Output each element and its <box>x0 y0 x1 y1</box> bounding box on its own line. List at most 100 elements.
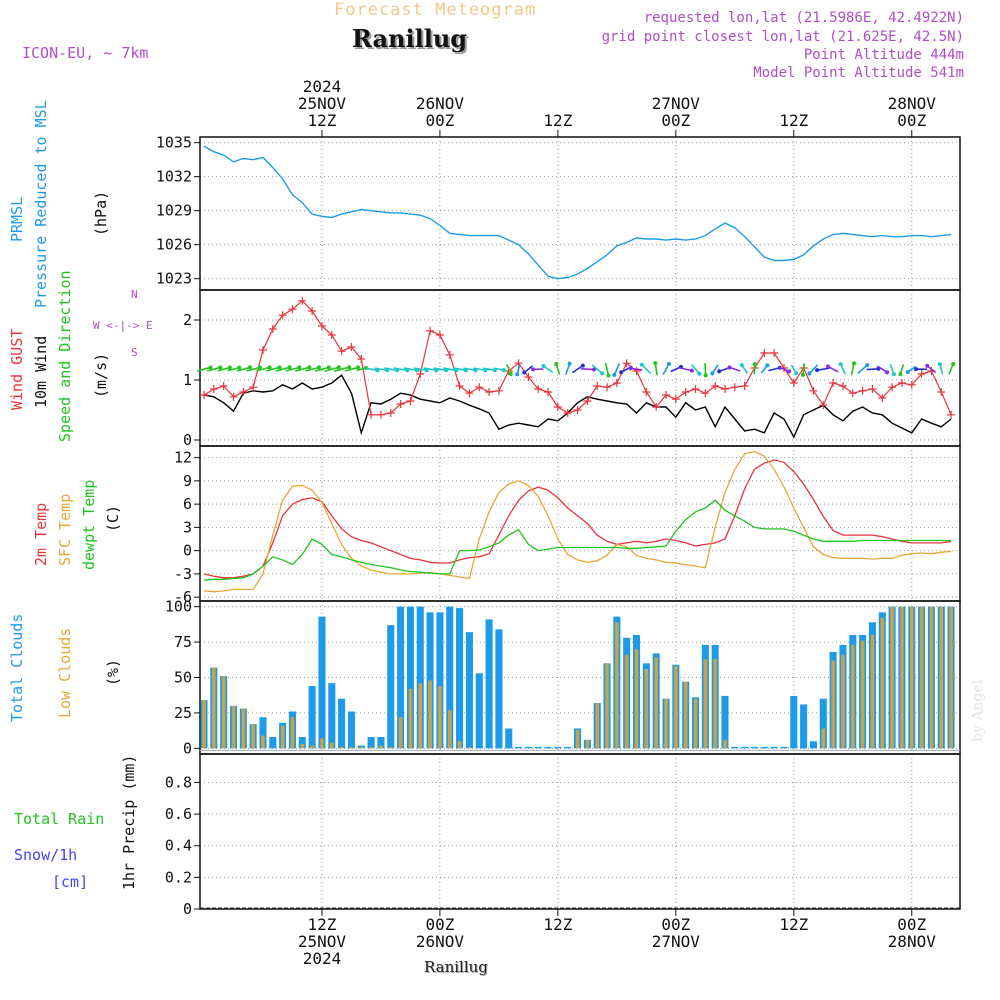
wind-direction-arrow <box>433 367 447 372</box>
gust-marker <box>583 397 592 405</box>
gust-marker <box>838 382 847 390</box>
gust-marker <box>209 385 218 393</box>
gust-marker <box>652 403 661 411</box>
low-cloud-bar <box>320 738 324 749</box>
temp-dewpt-line <box>203 499 952 581</box>
wind-direction-arrow <box>704 363 707 376</box>
wind-direction-arrow <box>374 367 388 372</box>
wind-speed-line <box>203 374 952 439</box>
wind-direction-arrow <box>591 364 603 375</box>
temp-sfc-line <box>203 450 952 593</box>
gust-marker <box>337 347 346 356</box>
low-cloud-bar <box>330 742 334 749</box>
low-cloud-bar <box>575 729 580 749</box>
wind-arrow-head <box>925 363 930 368</box>
low-cloud-bar <box>723 739 727 749</box>
low-cloud-bar <box>634 649 639 749</box>
top-time-label: 27NOV <box>652 94 701 113</box>
low-cloud-bar <box>310 745 314 749</box>
bottom-time-label: 00Z <box>425 915 454 934</box>
wind-arrow-head <box>580 363 585 368</box>
gust-marker <box>701 389 710 398</box>
wind-arrow-head <box>689 368 694 373</box>
wind-arrow-head <box>554 362 559 367</box>
wind-arrow-head <box>237 365 242 370</box>
low-cloud-bar <box>418 683 423 749</box>
gust-marker <box>632 367 641 375</box>
wind-arrow-head <box>703 373 708 378</box>
y-tick-label: -6 <box>174 588 192 606</box>
total-cloud-bar <box>465 632 473 749</box>
y-tick-label: 0.6 <box>165 805 192 823</box>
gust-marker <box>691 385 700 393</box>
low-cloud-bar <box>467 746 472 749</box>
wind-direction-arrow <box>613 363 621 376</box>
gust-marker <box>327 331 336 339</box>
low-cloud-bar <box>664 698 668 749</box>
point-altitude: Point Altitude 444m <box>803 47 964 63</box>
gust-marker <box>622 359 631 368</box>
wind-arrow-head <box>807 371 812 376</box>
y-tick-label: 0 <box>183 900 192 918</box>
gust-marker <box>278 311 287 320</box>
wind-gust-line <box>203 299 952 416</box>
gust-marker <box>888 383 897 392</box>
total-cloud-bar <box>564 746 572 749</box>
bottom-time-label: 00Z <box>897 915 926 934</box>
low-cloud-bar <box>674 666 678 749</box>
wind-direction-arrow <box>403 367 418 372</box>
total-cloud-bar <box>347 711 355 749</box>
top-time-label: 12Z <box>543 111 572 130</box>
low-cloud-bar <box>447 710 452 749</box>
gust-marker <box>553 403 562 411</box>
total-cloud-bar <box>406 606 414 749</box>
low-cloud-bar <box>654 657 658 749</box>
y-tick-label: 12 <box>174 449 192 467</box>
wind-direction-arrow <box>580 368 595 371</box>
wind-direction-arrow <box>413 367 427 372</box>
gust-marker <box>475 383 484 392</box>
top-time-label: 00Z <box>897 111 926 130</box>
wind-arrow-head <box>287 365 292 370</box>
gust-marker <box>907 380 916 389</box>
low-cloud-bar <box>949 606 953 749</box>
wind-arrow-head <box>838 362 843 367</box>
gust-marker <box>544 388 553 396</box>
low-cloud-bar <box>909 606 914 749</box>
gust-marker <box>317 322 326 330</box>
wind-direction-arrow <box>571 364 584 374</box>
y-tick-label: -3 <box>174 565 192 583</box>
gust-marker <box>612 379 621 387</box>
top-time-label: 12Z <box>779 111 808 130</box>
gust-marker <box>258 346 267 354</box>
wind-direction-arrow <box>217 366 231 372</box>
footer-station: Ranillug <box>424 958 488 976</box>
wind-arrow-head <box>567 361 572 366</box>
gust-marker <box>357 355 366 363</box>
wind-arrow-head <box>765 363 770 368</box>
wind-arrow-head <box>326 365 331 370</box>
total-cloud-bar <box>780 746 788 749</box>
wind-direction-arrow <box>364 367 378 372</box>
gust-marker <box>376 410 385 419</box>
gust-marker <box>347 343 356 351</box>
gust-marker <box>720 385 729 393</box>
total-cloud-bar <box>554 746 562 749</box>
low-cloud-bar <box>870 635 875 749</box>
low-cloud-bar <box>890 606 894 749</box>
wind-direction-arrow <box>294 366 310 372</box>
model-altitude: Model Point Altitude 541m <box>753 65 964 81</box>
bottom-time-label: 12Z <box>308 915 337 934</box>
y-tick-label: 6 <box>183 495 192 513</box>
top-time-label: 25NOV <box>298 94 347 113</box>
top-time-label: 2024 <box>303 77 342 96</box>
wind-direction-arrow <box>305 366 320 372</box>
y-tick-label: 1023 <box>156 270 192 288</box>
y-tick-label: 1 <box>183 371 192 389</box>
wind-arrow-head <box>628 366 633 371</box>
bottom-time-label: 28NOV <box>888 932 937 951</box>
gust-marker <box>681 388 690 396</box>
wind-direction-arrow <box>691 364 700 375</box>
wind-arrow-head <box>257 365 262 370</box>
